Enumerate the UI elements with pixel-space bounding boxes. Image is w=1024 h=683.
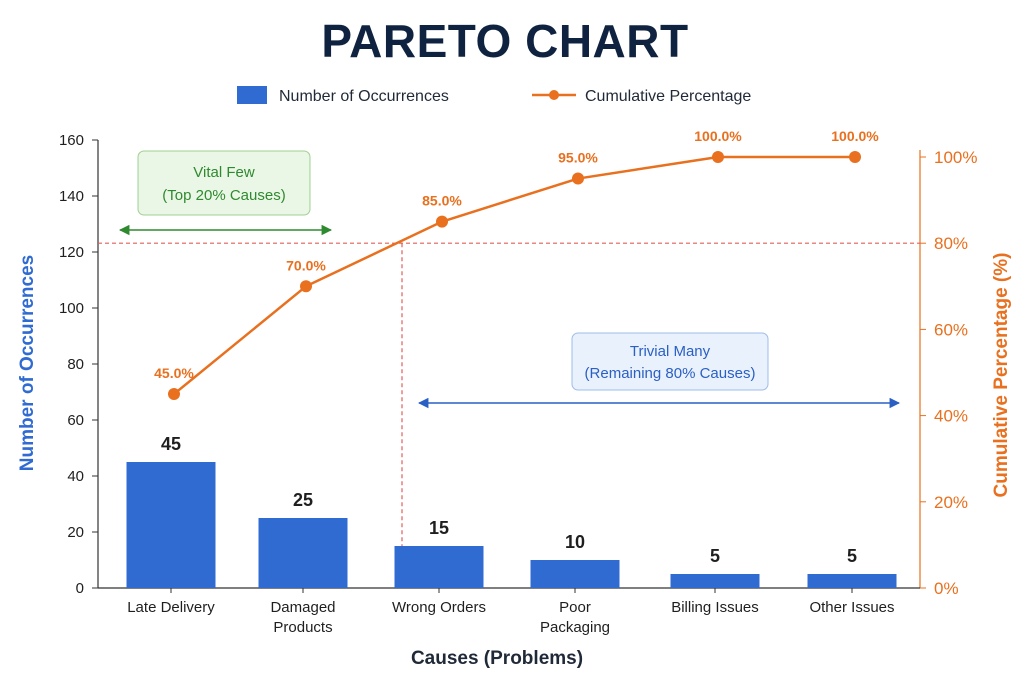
cumulative-point-label: 100.0%	[694, 128, 742, 144]
vital-few-box	[137, 150, 311, 216]
cumulative-point	[300, 280, 312, 293]
cumulative-point	[849, 151, 861, 163]
y-tick-label: 160	[59, 132, 84, 149]
chart-title: PARETO CHART	[321, 15, 688, 67]
y2-tick-label: 20%	[934, 493, 968, 512]
cumulative-point-label: 45.0%	[154, 365, 194, 381]
legend-label-line: Cumulative Percentage	[585, 88, 751, 105]
bar-value-label: 5	[710, 546, 720, 566]
bar	[530, 560, 620, 588]
cumulative-line-path	[173, 155, 855, 396]
cumulative-point	[572, 172, 584, 185]
y-tick-label: 100	[59, 300, 84, 317]
x-tick-label: Late Delivery	[127, 599, 215, 616]
cumulative-point	[168, 388, 180, 401]
legend: Number of Occurrences Cumulative Percent…	[237, 86, 751, 105]
legend-swatch-marker	[549, 90, 559, 100]
y-tick-label: 120	[59, 244, 84, 261]
cumulative-point-label: 95.0%	[558, 150, 598, 166]
vital-few-label: Vital Few	[193, 164, 255, 181]
axes: 0 20 40 60 80 100 120 140 160 0% 20% 40% 60% 80% 100% L…	[59, 132, 978, 636]
y-axis-title: Number of Occurrences	[17, 255, 38, 471]
bar-value-label: 25	[293, 490, 313, 510]
trivial-many-label: Trivial Many	[630, 343, 711, 360]
x-tick-label: Billing Issues	[671, 599, 759, 616]
bar-value-label: 5	[847, 546, 857, 566]
x-tick-label: Damaged	[270, 599, 335, 616]
cumulative-point-label: 100.0%	[831, 128, 879, 144]
annotations: Vital Few (Top 20% Causes) Trivial Many (Re…	[98, 150, 920, 588]
y-tick-label: 40	[67, 468, 84, 485]
x-tick-label: Other Issues	[809, 599, 894, 616]
x-tick-label: Wrong Orders	[392, 599, 486, 616]
y-tick-label: 60	[67, 412, 84, 429]
vital-few-label: (Top 20% Causes)	[162, 187, 285, 204]
y2-tick-label: 100%	[934, 148, 977, 167]
cumulative-point-label: 70.0%	[286, 257, 326, 273]
cumulative-point-label: 85.0%	[422, 193, 462, 209]
bar	[670, 574, 760, 588]
cumulative-point	[436, 215, 448, 228]
trivial-many-box	[571, 332, 769, 391]
y-tick-label: 20	[67, 524, 84, 541]
bar	[807, 574, 897, 588]
bar-value-label: 15	[429, 518, 449, 538]
x-axis-title: Causes (Problems)	[411, 648, 583, 669]
bars: 45 25 15 10 5 5	[126, 434, 897, 588]
x-tick-label: Products	[273, 619, 332, 636]
cumulative-point	[712, 151, 724, 163]
y2-tick-label: 40%	[934, 407, 968, 426]
trivial-many-label: (Remaining 80% Causes)	[585, 365, 756, 382]
y2-tick-label: 80%	[934, 234, 968, 253]
y2-tick-label: 60%	[934, 320, 968, 339]
y2-tick-label: 0%	[934, 579, 959, 598]
x-tick-label: Poor	[559, 599, 591, 616]
legend-swatch-bar	[237, 86, 267, 104]
y-tick-label: 80	[67, 356, 84, 373]
bar	[258, 518, 348, 588]
bar	[394, 546, 484, 588]
bar	[126, 462, 216, 588]
y-tick-label: 0	[76, 580, 84, 597]
cumulative-line: 45.0% 70.0% 85.0% 95.0% 100.0% 100.0%	[154, 128, 879, 401]
bar-value-label: 45	[161, 434, 181, 454]
legend-label-bar: Number of Occurrences	[279, 88, 449, 105]
y2-axis-title: Cumulative Percentage (%)	[991, 253, 1012, 498]
y-tick-label: 140	[59, 188, 84, 205]
x-tick-label: Packaging	[540, 619, 610, 636]
bar-value-label: 10	[565, 532, 585, 552]
